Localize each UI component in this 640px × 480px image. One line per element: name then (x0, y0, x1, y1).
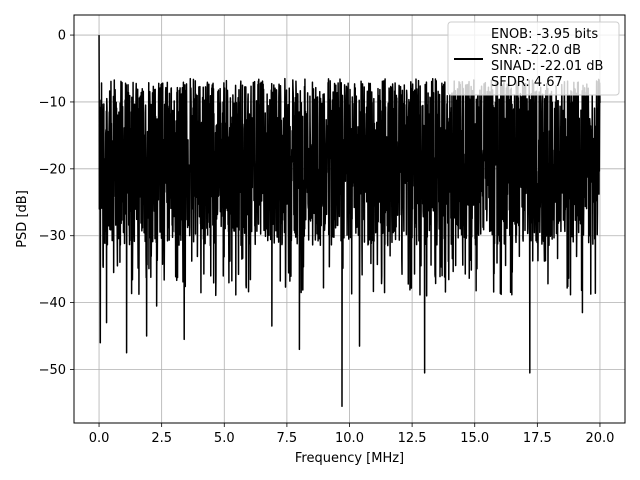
x-tick-label: 12.5 (398, 431, 427, 446)
plot-area (98, 35, 601, 408)
legend-entry-sfdr: SFDR: 4.67 (491, 75, 563, 90)
y-axis-ticks: 0 −10 −20 −30 −40 −50 (39, 29, 74, 378)
psd-series-line (98, 35, 601, 408)
y-tick-label: 0 (58, 29, 66, 44)
legend-entry-sinad: SINAD: -22.01 dB (491, 59, 603, 74)
y-tick-label: −40 (39, 296, 66, 311)
x-tick-label: 7.5 (277, 431, 298, 446)
x-tick-label: 17.5 (523, 431, 552, 446)
y-axis-label: PSD [dB] (15, 190, 30, 248)
x-tick-label: 0.0 (89, 431, 110, 446)
y-tick-label: −20 (39, 162, 66, 177)
x-axis-ticks: 0.0 2.5 5.0 7.5 10.0 12.5 15.0 17.5 20.0 (89, 423, 614, 446)
x-tick-label: 15.0 (460, 431, 489, 446)
x-axis-label: Frequency [MHz] (295, 451, 404, 466)
y-tick-label: −10 (39, 95, 66, 110)
legend-entry-snr: SNR: -22.0 dB (491, 43, 581, 58)
x-tick-label: 5.0 (214, 431, 235, 446)
x-tick-label: 2.5 (151, 431, 172, 446)
legend-box (447, 21, 620, 96)
x-tick-label: 10.0 (335, 431, 364, 446)
legend: ENOB: -3.95 bits SNR: -22.0 dB SINAD: -2… (447, 21, 620, 96)
legend-entry-enob: ENOB: -3.95 bits (491, 27, 598, 42)
x-tick-label: 20.0 (585, 431, 614, 446)
y-tick-label: −50 (39, 363, 66, 378)
y-tick-label: −30 (39, 229, 66, 244)
